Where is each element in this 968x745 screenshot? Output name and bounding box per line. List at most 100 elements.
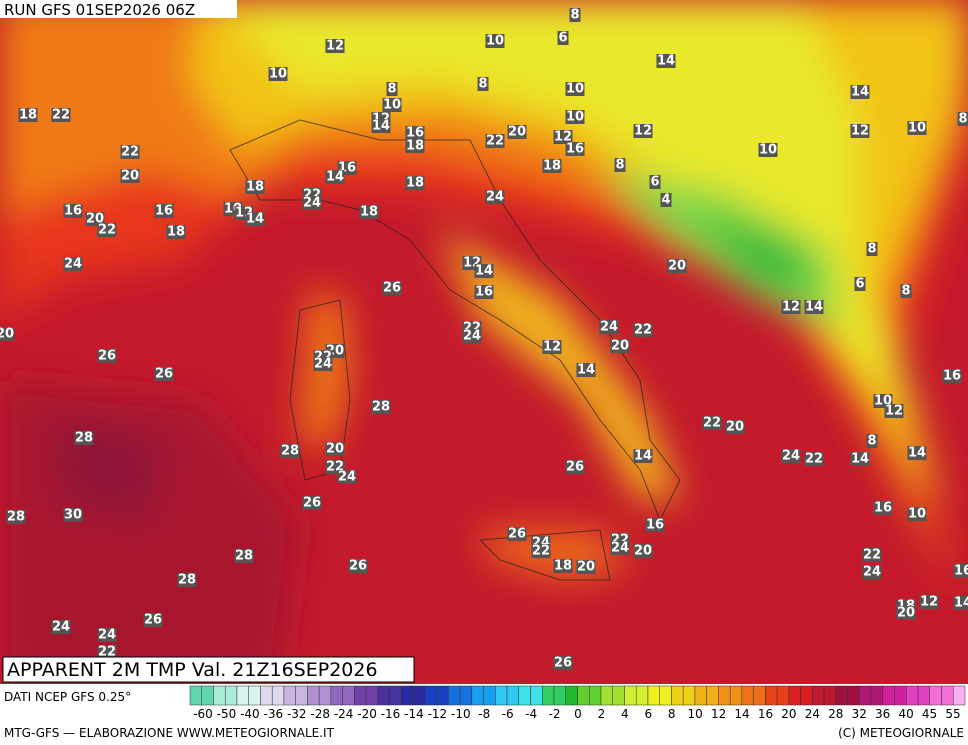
scale-label: -36 [264,707,284,721]
temp-label: 20 [611,339,629,354]
label-box [405,126,425,140]
scale-swatch [753,685,766,706]
label-box [667,259,687,273]
scale-label: -50 [217,707,237,721]
label-box [485,190,505,204]
label-box [633,323,653,337]
temp-label: 22 [486,134,504,149]
temp-label: 18 [406,176,424,191]
label-box [302,496,322,510]
label-box [953,564,968,578]
temp-label: 22 [634,323,652,338]
temp-label: 24 [782,449,800,464]
scale-swatch [471,685,484,706]
label-box [0,327,15,341]
temp-label: 26 [349,559,367,574]
label-box [850,452,870,466]
label-box [154,204,174,218]
temp-label: 22 [52,108,70,123]
temp-label: 18 [360,205,378,220]
temp-label: 16 [155,204,173,219]
temp-label: 6 [855,277,864,292]
label-box [268,67,288,81]
label-box [382,281,402,295]
label-box [63,257,83,271]
label-box [553,656,573,670]
temp-label: 14 [326,170,344,185]
label-box [245,180,265,194]
temp-label: 20 [121,169,139,184]
temp-label: 16 [64,204,82,219]
temp-label: 16 [475,285,493,300]
temp-label: 18 [554,559,572,574]
label-box [371,400,391,414]
scale-swatch [600,685,613,706]
label-box [873,501,893,515]
temp-label: 24 [52,620,70,635]
color-scale: -60 -50 -40 -36 -32 -28 -24 -20 -16 -14 -12 -10 -8 -6… [189,685,966,721]
temp-label: 8 [570,8,579,23]
temp-label: 18 [19,108,37,123]
label-box [325,442,345,456]
temp-label: 8 [615,158,624,173]
temp-label: 24 [64,257,82,272]
label-box [74,431,94,445]
temp-label: 22 [98,223,116,238]
temp-label: 22 [532,544,550,559]
scale-swatch [318,685,332,706]
label-box [553,130,573,144]
temp-label: 10 [908,507,926,522]
temp-label: 16 [566,142,584,157]
label-box [862,565,882,579]
scale-swatch [506,685,520,706]
label-box [120,169,140,183]
temp-label: 16 [874,501,892,516]
temp-label: 14 [577,363,595,378]
temp-label: 26 [554,656,572,671]
scale-swatch [671,685,684,706]
scale-swatch [365,685,379,706]
temp-label: 20 [897,606,915,621]
label-box [900,284,912,298]
label-box [507,125,527,139]
temp-label: 24 [463,329,481,344]
temp-label: 10 [269,67,287,82]
temp-label: 20 [726,420,744,435]
label-box [542,159,562,173]
scale-label: 20 [781,707,796,721]
label-box [758,143,778,157]
temp-label: 28 [7,510,25,525]
label-box [884,404,904,418]
scale-swatch [565,685,578,706]
scale-label: -4 [525,707,537,721]
temp-label: 24 [303,196,321,211]
label-box [804,300,824,314]
label-box [97,349,117,363]
temp-label: 20 [668,259,686,274]
scale-swatch [283,685,296,706]
label-box [302,196,322,210]
scale-swatch [342,685,355,706]
label-box [610,339,630,353]
label-box [953,596,968,610]
label-box [781,300,801,314]
temp-label: 24 [338,470,356,485]
temp-label: 18 [246,180,264,195]
label-box [850,85,870,99]
temp-label: 12 [885,404,903,419]
label-box [565,460,585,474]
label-box [781,449,801,463]
scale-swatch [788,685,801,706]
label-box [907,446,927,460]
scale-label: -24 [334,707,354,721]
label-box [97,223,117,237]
scale-swatch [741,685,754,706]
label-box [804,452,824,466]
temp-label: 10 [383,98,401,113]
scale-swatch [459,685,473,706]
scale-label: 4 [621,707,629,721]
label-box [850,124,870,138]
scale-swatch [729,685,743,706]
label-box [382,98,402,112]
